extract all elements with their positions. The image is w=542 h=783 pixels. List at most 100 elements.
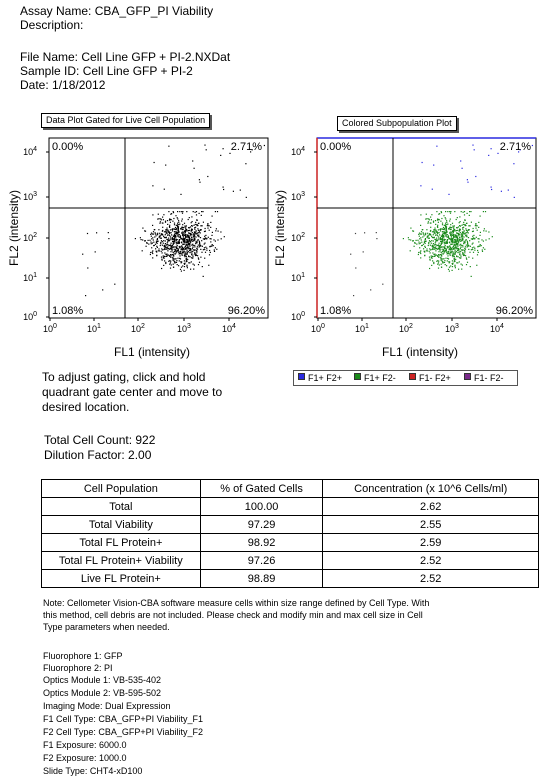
dot (159, 236, 161, 238)
right-scatter-plot[interactable]: 0.00% 2.71% 1.08% 96.20% 100 101 102 103 104… (267, 128, 542, 364)
dot (451, 240, 453, 242)
dot (197, 255, 199, 257)
dot (159, 222, 161, 224)
dot (194, 211, 196, 213)
dot (435, 223, 437, 225)
dot (169, 255, 171, 257)
dot (451, 249, 453, 251)
dot (173, 260, 175, 262)
dot (179, 211, 181, 213)
dot (465, 228, 467, 230)
right-plot-title: Colored Subpopulation Plot (337, 116, 457, 131)
right-q-ll: 1.08% (320, 305, 351, 317)
dot (166, 242, 168, 244)
dot (470, 238, 472, 240)
dot (151, 251, 153, 253)
dot (459, 225, 461, 227)
dot (172, 256, 174, 258)
dot (173, 235, 176, 237)
dot (180, 266, 183, 268)
dot (189, 247, 191, 250)
dot (438, 213, 440, 215)
dot (459, 254, 461, 256)
legend-item-f1p-f2n[interactable]: F1+ F2- (354, 373, 396, 383)
dot (475, 236, 477, 238)
dot (179, 246, 181, 248)
dot (162, 229, 164, 232)
dot (453, 241, 455, 243)
dot (466, 261, 469, 263)
setting-optics-module-1: Optics Module 1: VB-535-402 (43, 675, 162, 685)
sample-id: Sample ID: Cell Line GFP + PI-2 (20, 64, 193, 78)
dot (443, 247, 445, 249)
dot (446, 221, 448, 223)
dot (196, 247, 198, 249)
left-scatter-plot[interactable]: 0.00% 2.71% 1.08% 96.20% 100 101 102 103 104… (0, 128, 272, 364)
dot (153, 241, 155, 243)
dot (438, 251, 440, 253)
dot (186, 241, 188, 243)
dot (174, 258, 176, 260)
dot (452, 229, 454, 232)
dot (197, 234, 199, 236)
dot (460, 244, 462, 246)
dot (163, 248, 165, 251)
dot (447, 268, 450, 270)
dot (175, 241, 177, 243)
dot (197, 229, 199, 231)
dot (142, 239, 144, 241)
dot (531, 144, 533, 147)
dot (193, 240, 195, 242)
dot (191, 236, 193, 238)
legend-item-f1p-f2p[interactable]: F1+ F2+ (298, 373, 342, 383)
dot (168, 233, 170, 235)
dot (172, 243, 174, 245)
dot (430, 256, 432, 259)
y-tick-label: 103 (291, 191, 305, 202)
dot (175, 234, 177, 237)
legend-item-f1n-f2n[interactable]: F1- F2- (464, 373, 504, 383)
dot (167, 239, 169, 241)
dot (193, 234, 195, 236)
dot (462, 244, 464, 247)
dot (440, 259, 442, 261)
dot (414, 242, 416, 244)
dot (461, 237, 463, 239)
dot (452, 235, 454, 237)
dot (445, 232, 447, 234)
legend-swatch (409, 373, 416, 380)
dot (439, 238, 441, 240)
dot (447, 235, 450, 237)
dot (203, 230, 206, 233)
dot (451, 243, 453, 245)
dot (443, 228, 445, 230)
dot (188, 227, 190, 229)
dot (189, 245, 191, 247)
dot (438, 264, 440, 266)
dot (450, 249, 452, 251)
dot (200, 225, 202, 227)
dot (213, 250, 216, 252)
dot (159, 232, 161, 234)
dot (183, 253, 186, 255)
dot (198, 234, 200, 236)
dot (186, 252, 188, 254)
dot (222, 148, 224, 150)
dot (185, 225, 187, 227)
dot (454, 252, 456, 254)
legend-item-f1n-f2p[interactable]: F1- F2+ (409, 373, 451, 383)
dot (177, 228, 180, 230)
dot (442, 262, 444, 264)
dot (423, 240, 426, 242)
dot (420, 250, 422, 252)
dot (188, 236, 190, 238)
dot (154, 229, 156, 231)
dot (196, 233, 198, 235)
dot (475, 227, 477, 229)
dot (183, 260, 185, 262)
dot (418, 243, 420, 245)
dot (190, 261, 192, 263)
dot (444, 232, 446, 234)
dot (185, 253, 187, 255)
dot (203, 243, 205, 245)
